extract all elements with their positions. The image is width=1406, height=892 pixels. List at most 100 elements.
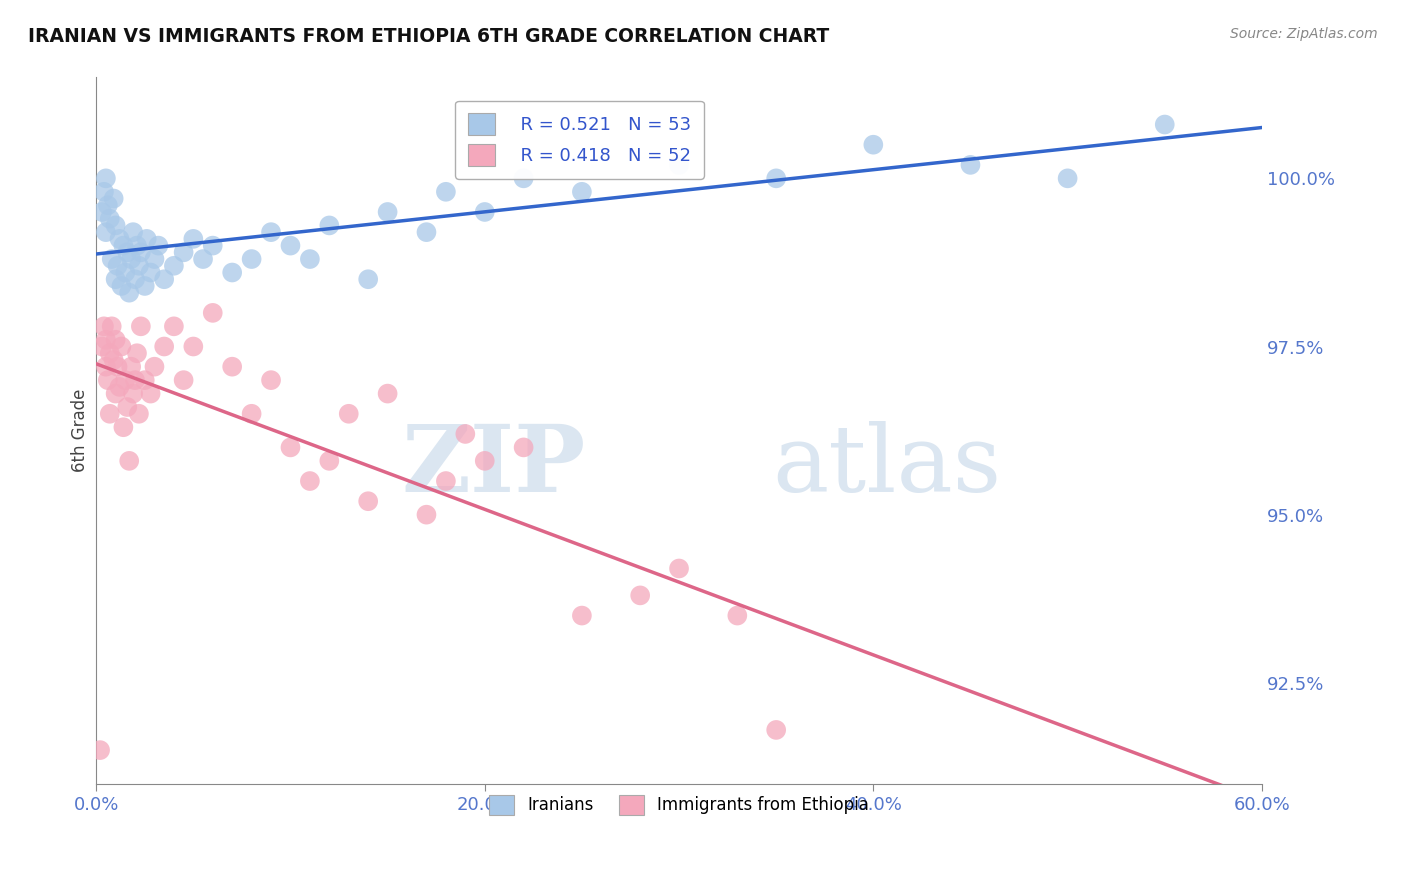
Point <box>1153 118 1175 132</box>
Point <box>260 373 283 387</box>
Point <box>117 245 139 260</box>
Point <box>94 359 117 374</box>
Point <box>120 252 142 266</box>
Point <box>765 171 787 186</box>
Point <box>114 266 136 280</box>
Point <box>128 407 150 421</box>
Point <box>114 373 136 387</box>
Point <box>221 359 243 374</box>
Point <box>668 158 690 172</box>
Point <box>103 192 125 206</box>
Point <box>94 333 117 347</box>
Point <box>112 420 135 434</box>
Point <box>108 232 131 246</box>
Point <box>298 474 321 488</box>
Point <box>134 279 156 293</box>
Point <box>725 608 748 623</box>
Point <box>110 279 132 293</box>
Point <box>628 588 651 602</box>
Text: Source: ZipAtlas.com: Source: ZipAtlas.com <box>1230 27 1378 41</box>
Point <box>318 454 340 468</box>
Point <box>124 272 146 286</box>
Point <box>318 219 340 233</box>
Point <box>124 373 146 387</box>
Point <box>571 185 593 199</box>
Point <box>357 272 380 286</box>
Point <box>129 245 152 260</box>
Point <box>357 494 380 508</box>
Point <box>153 339 176 353</box>
Text: atlas: atlas <box>772 421 1001 511</box>
Point <box>240 252 263 266</box>
Point <box>117 400 139 414</box>
Point <box>100 252 122 266</box>
Point <box>118 454 141 468</box>
Point <box>512 441 534 455</box>
Point <box>148 238 170 252</box>
Point <box>298 252 321 266</box>
Point <box>112 238 135 252</box>
Point <box>163 319 186 334</box>
Point <box>191 252 214 266</box>
Point <box>163 259 186 273</box>
Point <box>474 205 496 219</box>
Point <box>120 359 142 374</box>
Point <box>377 205 399 219</box>
Point <box>122 386 145 401</box>
Point <box>97 198 120 212</box>
Point <box>108 380 131 394</box>
Point <box>143 359 166 374</box>
Point <box>143 252 166 266</box>
Point <box>97 373 120 387</box>
Point <box>240 407 263 421</box>
Point <box>98 346 121 360</box>
Point <box>104 219 127 233</box>
Point <box>183 232 205 246</box>
Point <box>94 225 117 239</box>
Point <box>454 426 477 441</box>
Point <box>201 238 224 252</box>
Point <box>1056 171 1078 186</box>
Point <box>201 306 224 320</box>
Point <box>377 386 399 401</box>
Text: IRANIAN VS IMMIGRANTS FROM ETHIOPIA 6TH GRADE CORRELATION CHART: IRANIAN VS IMMIGRANTS FROM ETHIOPIA 6TH … <box>28 27 830 45</box>
Point <box>474 454 496 468</box>
Point <box>153 272 176 286</box>
Point <box>110 339 132 353</box>
Point <box>129 319 152 334</box>
Point <box>100 319 122 334</box>
Point <box>260 225 283 239</box>
Point <box>571 608 593 623</box>
Legend: Iranians, Immigrants from Ethiopia: Iranians, Immigrants from Ethiopia <box>479 784 879 825</box>
Point <box>107 259 129 273</box>
Point <box>104 333 127 347</box>
Point <box>91 339 114 353</box>
Point <box>668 561 690 575</box>
Point <box>125 238 148 252</box>
Point <box>122 225 145 239</box>
Point <box>93 185 115 199</box>
Point <box>337 407 360 421</box>
Point <box>959 158 981 172</box>
Point <box>415 508 437 522</box>
Point <box>415 225 437 239</box>
Point <box>280 238 302 252</box>
Point <box>93 319 115 334</box>
Point <box>134 373 156 387</box>
Point <box>183 339 205 353</box>
Point <box>434 474 457 488</box>
Point <box>89 743 111 757</box>
Point <box>128 259 150 273</box>
Point <box>91 205 114 219</box>
Point <box>280 441 302 455</box>
Point <box>221 266 243 280</box>
Text: ZIP: ZIP <box>402 421 586 511</box>
Point <box>173 373 195 387</box>
Point <box>862 137 884 152</box>
Point <box>765 723 787 737</box>
Point <box>98 211 121 226</box>
Y-axis label: 6th Grade: 6th Grade <box>72 389 89 472</box>
Point <box>104 272 127 286</box>
Point <box>94 171 117 186</box>
Point <box>139 386 162 401</box>
